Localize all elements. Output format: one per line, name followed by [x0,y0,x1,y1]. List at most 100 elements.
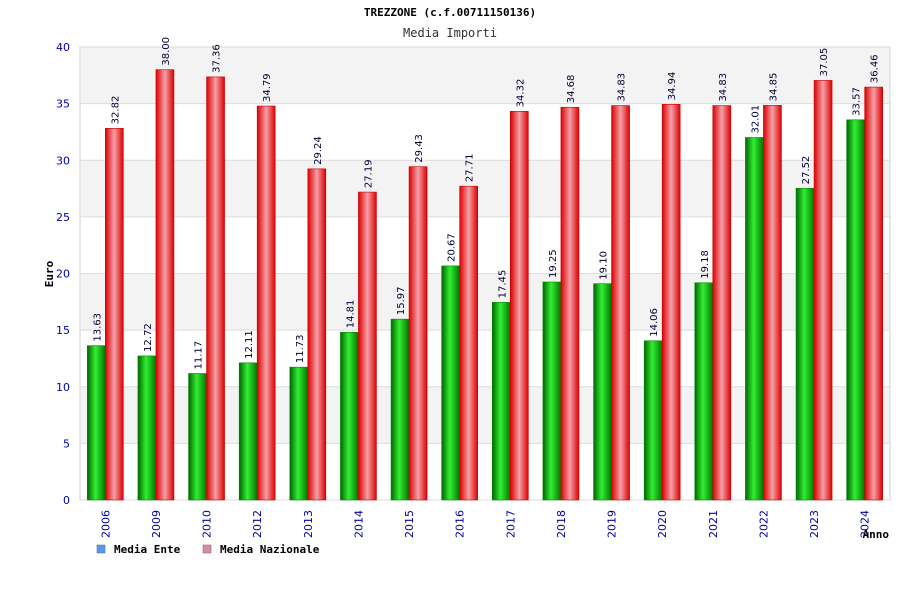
legend-swatch [202,544,212,554]
chart-subtitle: Media Importi [403,26,497,40]
x-axis-ticks: 2006 2009 2010 2012 2013 2014 2015 2016 2017 2018… [99,510,871,538]
bar-media-ente [238,362,258,501]
value-label: 37.05 [819,48,830,77]
value-label: 34.83 [718,73,729,102]
y-tick-label: 30 [56,154,70,167]
value-label: 27.19 [363,159,374,188]
bar-media-ente [643,340,663,501]
value-label: 34.32 [515,79,526,108]
y-tick-label: 10 [56,381,70,394]
bar-media-nazionale [155,69,175,501]
bar-media-ente [795,188,815,501]
bars [87,69,883,501]
x-tick-label: 2016 [454,510,467,538]
x-tick-label: 2018 [555,510,568,538]
bar-media-nazionale [661,104,681,501]
value-label: 12.72 [143,323,154,352]
value-label: 17.45 [497,270,508,299]
value-label: 34.94 [667,72,678,101]
x-tick-label: 2009 [150,510,163,538]
legend: Media Ente Media Nazionale [96,543,320,556]
bar-media-nazionale [813,80,833,501]
bar-media-ente [492,302,511,501]
x-axis-label: Anno [863,528,890,541]
x-tick-label: 2024 [859,510,872,538]
value-label: 27.71 [465,154,476,183]
y-tick-label: 40 [56,41,70,54]
value-label: 19.18 [700,250,711,279]
value-label: 19.25 [548,249,559,278]
bar-media-nazionale [459,185,478,501]
value-label: 36.46 [870,54,881,83]
value-label: 20.67 [447,233,458,262]
value-label: 19.10 [599,251,610,280]
x-tick-label: 2017 [504,510,517,538]
bar-media-ente [441,265,460,501]
bar-media-ente [289,366,309,501]
legend-swatch [96,544,106,554]
y-tick-label: 0 [63,494,70,507]
x-tick-label: 2014 [352,510,365,538]
bar-media-nazionale [206,76,225,501]
bar-media-ente [137,355,157,501]
bar-media-ente [846,119,865,501]
x-tick-label: 2023 [808,510,821,538]
value-label: 33.57 [852,87,863,116]
bar-media-ente [87,345,106,501]
bar-media-nazionale [611,105,630,501]
x-tick-label: 2020 [656,510,669,538]
x-tick-label: 2010 [201,510,214,538]
bar-media-nazionale [256,105,276,501]
y-tick-label: 25 [56,211,70,224]
value-label: 34.83 [617,73,628,102]
y-axis-ticks: 0 5 10 15 20 25 30 35 40 [56,41,70,507]
bar-media-nazionale [307,168,327,501]
bar-media-ente [694,282,714,501]
value-label: 37.36 [212,44,223,73]
value-label: 34.85 [768,73,779,102]
x-tick-label: 2012 [251,510,264,538]
x-tick-label: 2022 [757,510,770,538]
bar-media-ente [188,373,207,501]
bar-media-nazionale [763,105,782,501]
bar-media-nazionale [560,106,580,501]
value-label: 34.68 [566,75,577,104]
y-tick-label: 15 [56,324,70,337]
value-label: 27.52 [801,156,812,185]
value-label: 12.11 [244,330,255,359]
bar-media-ente [340,331,359,501]
x-tick-label: 2013 [302,510,315,538]
value-label: 29.43 [414,134,425,163]
value-label: 32.01 [750,105,761,134]
bar-media-ente [542,281,562,501]
bar-media-nazionale [358,191,377,501]
value-label: 38.00 [161,37,172,66]
bar-media-nazionale [864,86,883,501]
y-tick-label: 35 [56,98,70,111]
chart-title: TREZZONE (c.f.00711150136) [364,6,536,19]
y-tick-label: 20 [56,268,70,281]
bar-media-nazionale [712,105,732,501]
bar-media-nazionale [105,128,124,501]
value-label: 11.17 [194,341,205,370]
value-label: 13.63 [92,313,103,342]
legend-label: Media Nazionale [220,543,320,556]
value-label: 32.82 [110,96,121,125]
x-tick-label: 2019 [606,510,619,538]
legend-label: Media Ente [114,543,181,556]
value-label: 34.79 [262,73,273,102]
x-tick-label: 2006 [99,510,112,538]
y-axis-label: Euro [43,260,56,287]
bar-media-ente [390,318,410,501]
value-labels: 13.63 32.82 12.72 38.00 11.17 37.36 12.11 34.79… [92,37,880,369]
y-tick-label: 5 [63,437,70,450]
value-label: 15.97 [396,286,407,315]
value-label: 11.73 [295,335,306,364]
bar-media-ente [593,283,612,501]
value-label: 14.06 [649,308,660,337]
bar-media-nazionale [408,166,428,501]
x-tick-label: 2015 [403,510,416,538]
x-tick-label: 2021 [707,510,720,538]
value-label: 14.81 [345,300,356,329]
